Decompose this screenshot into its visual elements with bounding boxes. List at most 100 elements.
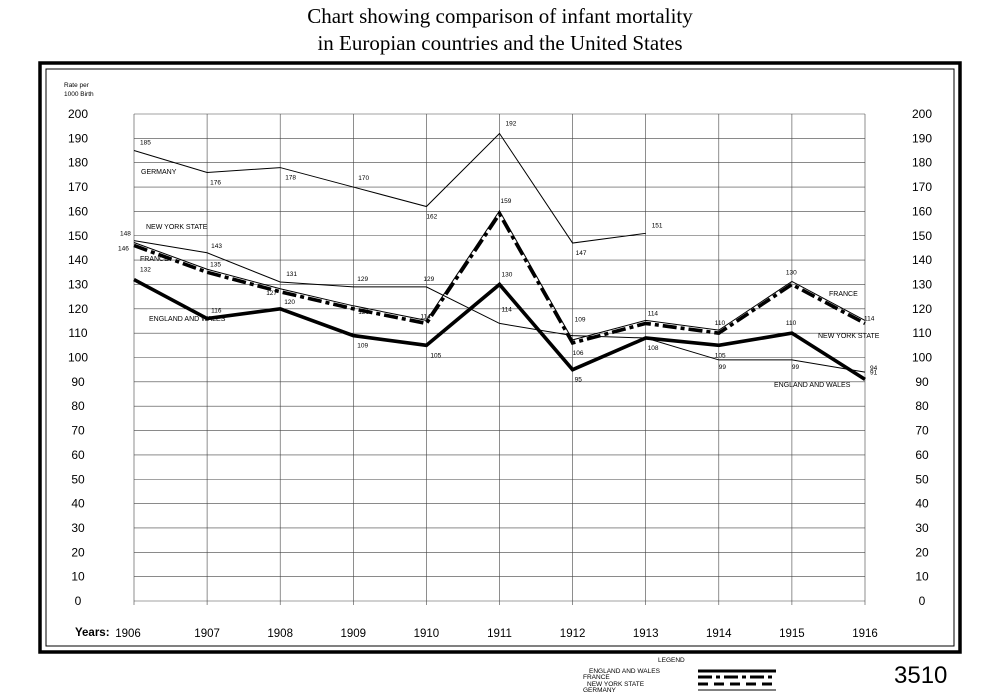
inline-series-label: FRANCE xyxy=(140,256,169,263)
y-tick-label-right: 150 xyxy=(912,229,932,243)
x-tick-label: 1908 xyxy=(267,628,293,640)
x-tick-label: 1916 xyxy=(852,628,878,640)
y-tick-label-left: 0 xyxy=(75,594,82,608)
y-tick-label-left: 150 xyxy=(68,229,88,243)
point-label: 130 xyxy=(502,271,513,278)
y-tick-label-left: 120 xyxy=(68,302,88,316)
y-tick-label-left: 50 xyxy=(71,472,85,486)
y-tick-label-left: 30 xyxy=(71,521,85,535)
point-label: 176 xyxy=(210,179,221,186)
series-line-france xyxy=(133,210,866,345)
y-tick-label-left: 200 xyxy=(68,107,88,121)
inline-series-label: NEW YORK STATE xyxy=(818,333,880,340)
y-tick-label-right: 160 xyxy=(912,204,932,218)
point-label: 120 xyxy=(358,309,369,316)
point-label: 114 xyxy=(864,315,875,322)
x-tick-label: 1911 xyxy=(487,628,512,640)
y-tick-label-left: 20 xyxy=(71,545,85,559)
inline-series-label: NEW YORK STATE xyxy=(146,224,208,231)
point-label: 106 xyxy=(573,350,584,357)
x-tick-label: 1910 xyxy=(414,628,440,640)
legend-entry-label: GERMANY xyxy=(583,687,617,694)
chart-title-line-1: Chart showing comparison of infant morta… xyxy=(307,4,693,28)
x-tick-label: 1909 xyxy=(341,628,367,640)
x-tick-label: 1913 xyxy=(633,628,659,640)
point-label: 170 xyxy=(358,175,369,182)
y-tick-label-right: 130 xyxy=(912,277,932,291)
y-tick-label-left: 130 xyxy=(68,277,88,291)
y-tick-label-right: 10 xyxy=(915,570,929,584)
y-tick-label-left: 100 xyxy=(68,351,88,365)
y-tick-label-right: 30 xyxy=(915,521,929,535)
point-label: 94 xyxy=(870,365,878,372)
plate-number: 3510 xyxy=(894,662,948,689)
series-line-england-and-wales xyxy=(133,277,866,381)
inline-series-label: FRANCE xyxy=(829,291,858,298)
series-line-new-york-state xyxy=(133,240,866,373)
point-label: 109 xyxy=(575,317,586,324)
point-label: 135 xyxy=(210,261,221,268)
point-label: 159 xyxy=(501,198,512,205)
y-tick-label-right: 40 xyxy=(915,497,929,511)
y-tick-label-left: 60 xyxy=(71,448,85,462)
inline-series-label: GERMANY xyxy=(141,169,177,176)
point-label: 110 xyxy=(715,320,726,327)
x-tick-label: 1907 xyxy=(194,628,220,640)
x-tick-label: 1912 xyxy=(560,628,586,640)
inner-frame xyxy=(45,68,955,647)
y-tick-label-right: 0 xyxy=(919,594,926,608)
y-tick-label-right: 140 xyxy=(912,253,932,267)
y-tick-label-right: 100 xyxy=(912,351,932,365)
y-axis-label-line-1: Rate per xyxy=(64,82,90,89)
legend-title: LEGEND xyxy=(658,657,685,664)
y-tick-label-left: 170 xyxy=(68,180,88,194)
point-label: 147 xyxy=(576,250,587,257)
y-tick-label-left: 40 xyxy=(71,497,85,511)
legend-entry-label: NEW YORK STATE xyxy=(587,681,645,688)
point-label: 192 xyxy=(506,120,517,127)
x-tick-label: 1906 xyxy=(115,628,141,640)
y-tick-label-left: 140 xyxy=(68,253,88,267)
y-tick-label-left: 10 xyxy=(71,570,85,584)
point-label: 105 xyxy=(430,352,441,359)
chart-title-line-2: in Europian countries and the United Sta… xyxy=(317,31,683,55)
point-label: 129 xyxy=(357,276,368,283)
point-label: 132 xyxy=(140,267,151,274)
point-label: 99 xyxy=(792,364,800,371)
y-tick-label-right: 20 xyxy=(915,545,929,559)
point-label: 185 xyxy=(140,140,151,147)
point-label: 91 xyxy=(870,369,878,376)
point-label: 130 xyxy=(786,269,797,276)
point-label: 131 xyxy=(286,271,297,278)
point-label: 127 xyxy=(266,290,277,297)
point-label: 114 xyxy=(502,306,513,313)
point-label: 146 xyxy=(118,245,129,252)
legend-entry-label: ENGLAND AND WALES xyxy=(589,668,661,675)
y-tick-label-left: 180 xyxy=(68,156,88,170)
point-label: 162 xyxy=(426,214,437,221)
y-tick-label-right: 50 xyxy=(915,472,929,486)
inline-series-label: ENGLAND AND WALES xyxy=(774,382,851,389)
point-label: 108 xyxy=(648,345,659,352)
y-tick-label-right: 70 xyxy=(915,424,929,438)
y-tick-label-right: 60 xyxy=(915,448,929,462)
point-label: 114 xyxy=(648,310,659,317)
point-label: 148 xyxy=(120,231,131,238)
point-label: 105 xyxy=(715,352,726,359)
y-axis-label-line-2: 1000 Birth xyxy=(64,91,94,98)
y-tick-label-left: 160 xyxy=(68,204,88,218)
x-tick-label: 1915 xyxy=(779,628,805,640)
y-tick-label-right: 200 xyxy=(912,107,932,121)
y-tick-label-right: 110 xyxy=(912,326,931,340)
point-label: 109 xyxy=(357,343,368,350)
outer-frame xyxy=(38,61,962,654)
y-tick-label-right: 80 xyxy=(915,399,929,413)
y-tick-label-left: 110 xyxy=(68,326,87,340)
point-label: 116 xyxy=(211,308,222,315)
series-line-france-outline xyxy=(133,209,866,341)
point-label: 110 xyxy=(786,320,797,327)
y-tick-label-left: 90 xyxy=(71,375,85,389)
y-tick-label-right: 170 xyxy=(912,180,932,194)
y-tick-label-right: 190 xyxy=(912,131,932,145)
y-tick-label-right: 180 xyxy=(912,156,932,170)
